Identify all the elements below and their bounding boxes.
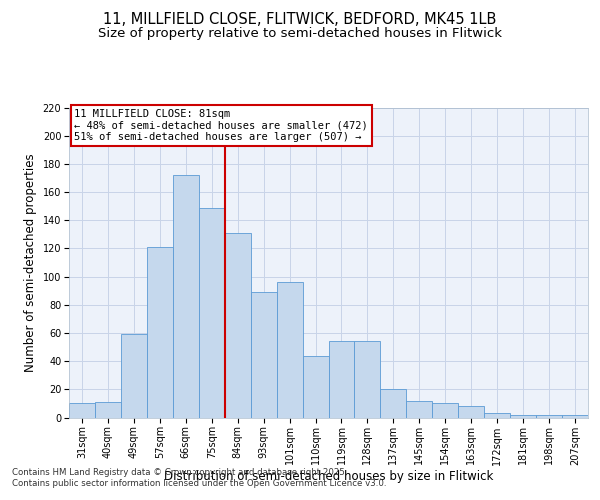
Bar (484, 414, 510, 418)
Y-axis label: Number of semi-detached properties: Number of semi-detached properties (24, 153, 37, 372)
Bar (199, 208, 224, 418)
Text: 11, MILLFIELD CLOSE, FLITWICK, BEDFORD, MK45 1LB: 11, MILLFIELD CLOSE, FLITWICK, BEDFORD, … (103, 12, 497, 28)
Bar (536, 414, 562, 418)
Bar (510, 414, 536, 418)
Text: Contains HM Land Registry data © Crown copyright and database right 2025.
Contai: Contains HM Land Registry data © Crown c… (12, 468, 386, 487)
Bar (69, 404, 95, 417)
Bar (147, 247, 173, 418)
Bar (406, 400, 432, 417)
Bar (225, 233, 251, 418)
Bar (95, 402, 121, 417)
X-axis label: Distribution of semi-detached houses by size in Flitwick: Distribution of semi-detached houses by … (164, 470, 493, 483)
Bar (355, 342, 380, 417)
Bar (302, 356, 329, 418)
Text: Size of property relative to semi-detached houses in Flitwick: Size of property relative to semi-detach… (98, 28, 502, 40)
Bar (458, 406, 484, 417)
Bar (251, 292, 277, 418)
Bar (277, 282, 302, 418)
Bar (380, 390, 406, 417)
Bar (329, 342, 355, 417)
Bar (433, 404, 458, 417)
Bar (121, 334, 147, 417)
Bar (562, 414, 588, 418)
Text: 11 MILLFIELD CLOSE: 81sqm
← 48% of semi-detached houses are smaller (472)
51% of: 11 MILLFIELD CLOSE: 81sqm ← 48% of semi-… (74, 109, 368, 142)
Bar (173, 175, 199, 418)
